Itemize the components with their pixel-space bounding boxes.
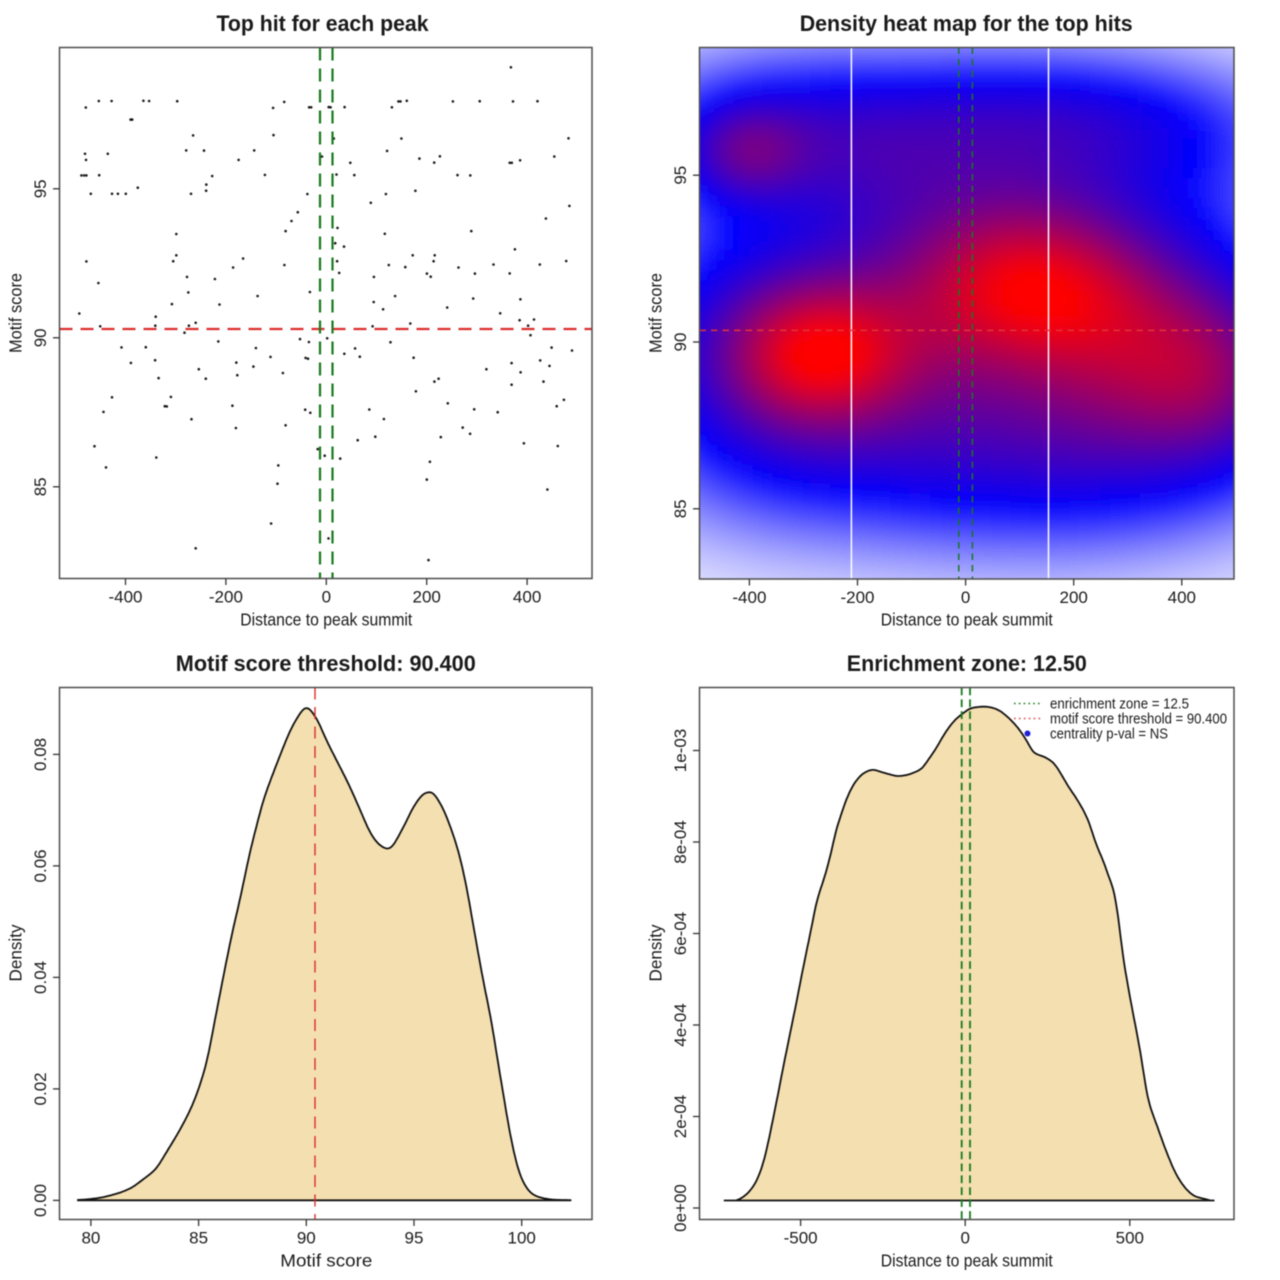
- svg-text:1e-03: 1e-03: [671, 729, 690, 772]
- svg-text:Motif score: Motif score: [6, 273, 26, 353]
- svg-text:-400: -400: [108, 588, 142, 607]
- svg-text:2e-04: 2e-04: [671, 1095, 690, 1138]
- svg-text:Distance to peak summit: Distance to peak summit: [881, 610, 1053, 630]
- svg-text:95: 95: [31, 179, 50, 198]
- svg-text:-500: -500: [784, 1229, 818, 1248]
- svg-text:Top hit for each peak: Top hit for each peak: [217, 11, 430, 36]
- svg-text:90: 90: [31, 328, 50, 347]
- svg-text:Distance to peak summit: Distance to peak summit: [881, 1251, 1053, 1271]
- svg-text:4e-04: 4e-04: [671, 1003, 690, 1046]
- svg-text:-200: -200: [840, 588, 874, 607]
- svg-text:80: 80: [81, 1229, 100, 1248]
- svg-text:95: 95: [671, 166, 690, 185]
- svg-text:400: 400: [513, 588, 541, 607]
- svg-text:0.00: 0.00: [31, 1184, 50, 1217]
- svg-text:8e-04: 8e-04: [671, 820, 690, 863]
- svg-text:90: 90: [297, 1229, 316, 1248]
- svg-text:0.04: 0.04: [31, 961, 50, 994]
- svg-text:0.08: 0.08: [31, 738, 50, 771]
- svg-text:0: 0: [960, 1229, 969, 1248]
- svg-text:85: 85: [671, 499, 690, 518]
- svg-text:200: 200: [1060, 588, 1088, 607]
- svg-text:95: 95: [405, 1229, 424, 1248]
- svg-text:-200: -200: [209, 588, 243, 607]
- svg-text:200: 200: [413, 588, 441, 607]
- svg-text:Motif score: Motif score: [280, 1251, 372, 1271]
- svg-text:centrality p-val = NS: centrality p-val = NS: [1050, 726, 1168, 743]
- svg-text:85: 85: [189, 1229, 208, 1248]
- svg-text:0.06: 0.06: [31, 849, 50, 882]
- svg-text:motif score threshold = 90.400: motif score threshold = 90.400: [1050, 711, 1227, 728]
- svg-text:0: 0: [961, 588, 970, 607]
- svg-text:Distance to peak summit: Distance to peak summit: [240, 610, 412, 630]
- svg-text:90: 90: [671, 333, 690, 352]
- svg-text:0.02: 0.02: [31, 1072, 50, 1105]
- svg-text:enrichment zone = 12.5: enrichment zone = 12.5: [1050, 696, 1189, 713]
- svg-text:0e+00: 0e+00: [671, 1184, 690, 1232]
- svg-text:Motif score: Motif score: [646, 273, 666, 353]
- svg-text:85: 85: [31, 477, 50, 496]
- svg-text:-400: -400: [732, 588, 766, 607]
- svg-text:Density: Density: [6, 924, 26, 981]
- svg-text:500: 500: [1116, 1229, 1144, 1248]
- svg-text:6e-04: 6e-04: [671, 912, 690, 955]
- svg-text:Density heat map for the top h: Density heat map for the top hits: [800, 11, 1133, 36]
- svg-text:0: 0: [322, 588, 331, 607]
- svg-text:400: 400: [1168, 588, 1196, 607]
- svg-text:Enrichment zone: 12.50: Enrichment zone: 12.50: [847, 651, 1087, 676]
- svg-text:100: 100: [508, 1229, 536, 1248]
- svg-text:Motif score threshold: 90.400: Motif score threshold: 90.400: [176, 651, 476, 676]
- svg-text:Density: Density: [646, 924, 666, 981]
